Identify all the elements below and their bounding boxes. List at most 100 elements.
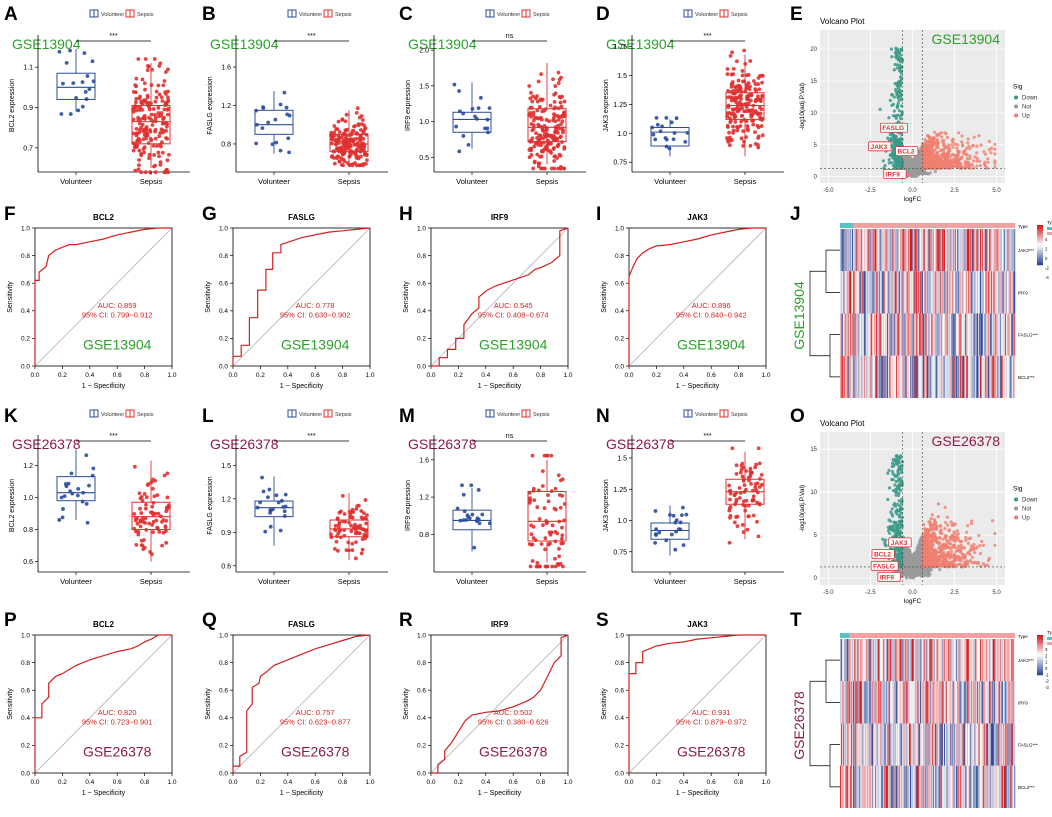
y-tick-label: 1.0 [617,518,627,525]
significance-label: *** [109,433,117,440]
dendrogram-branch [809,270,830,357]
data-point [542,506,547,511]
data-point [943,131,947,135]
data-point [557,152,562,157]
roc-F: BCL20.00.00.20.20.40.40.60.60.80.81.01.0… [7,213,177,390]
data-point [353,161,357,165]
data-point [156,111,161,115]
data-point [57,518,62,522]
data-point [64,61,69,65]
data-point [59,112,64,116]
data-point [953,142,957,146]
data-point [334,156,339,160]
y-tick-label: 1.1 [23,65,33,72]
panel-letter-O: O [790,406,805,427]
data-point [76,486,81,491]
data-point [365,158,369,163]
data-point [535,116,539,120]
data-point [71,81,76,86]
data-point [922,149,926,153]
data-point [557,519,562,524]
data-point [891,114,896,118]
data-point [736,83,741,88]
data-point [954,163,958,167]
data-point [560,127,565,132]
data-point [332,124,337,128]
data-point [993,152,997,156]
data-point [158,162,163,167]
dataset-label: GSE13904 [83,336,152,352]
data-point [164,70,168,74]
data-point [531,118,536,123]
data-point [282,509,287,514]
chart-title: FASLG [288,213,315,222]
y-tick-label: 0.0 [615,363,624,370]
data-point [553,556,557,561]
data-point [154,518,159,523]
data-point [751,103,756,108]
data-point [469,483,474,488]
data-point [354,136,359,141]
data-point [539,136,544,140]
data-point [895,104,900,108]
data-point [950,152,955,157]
dendrogram [809,249,840,378]
data-point [137,137,141,141]
heatmap-row-0 [840,229,1016,272]
data-point [260,475,264,480]
data-point [359,551,364,556]
panel-letter-K: K [4,406,18,427]
data-point [975,144,979,148]
row-label: JAK3*** [1018,248,1034,253]
panel-letter-N: N [596,406,610,427]
panel-letter-E: E [790,4,803,25]
data-point [553,119,558,124]
data-point [351,128,356,133]
y-tick-label: 0.9 [221,530,231,537]
data-point [967,164,971,168]
data-point [344,548,349,552]
data-point [683,139,688,144]
panel-letter-C: C [399,4,413,25]
data-point [332,161,337,166]
panel-letter-D: D [596,4,610,25]
jitter-points [57,48,96,116]
ci-label: 95% CI: 0.799−0.912 [82,311,153,320]
data-point [344,112,349,117]
data-point [898,65,903,70]
data-point [358,136,362,141]
data-point [733,119,738,124]
data-point [364,132,369,137]
data-point [534,564,539,569]
data-point [956,165,961,169]
y-axis-label: Sensitivity [205,281,212,313]
data-point [748,143,753,148]
data-point [890,103,894,107]
data-point [536,488,541,493]
data-point [341,157,346,162]
data-point [148,550,153,554]
data-point [533,96,538,101]
legend-label-volunteer: Volunteer [695,412,718,418]
data-point [287,113,292,118]
data-point [343,119,348,124]
box-body [56,72,96,100]
data-point [897,139,902,143]
data-point [349,137,354,142]
x-tick-label: 0.2 [58,372,67,379]
data-point [354,540,358,544]
data-point [541,140,546,145]
data-point [337,159,342,164]
data-point [364,521,369,526]
x-tick-label: 0.0 [624,372,633,379]
heatmap-J: TypeJAK3***IRF9FASLG***BCL2***GSE13904Ty… [791,220,1052,398]
data-point [938,148,943,153]
data-point [363,126,368,131]
data-point [908,159,913,163]
data-point [545,520,550,525]
data-point [155,525,160,530]
data-point [131,107,135,112]
data-point [358,523,363,528]
data-point [760,73,765,78]
data-point [349,132,354,137]
